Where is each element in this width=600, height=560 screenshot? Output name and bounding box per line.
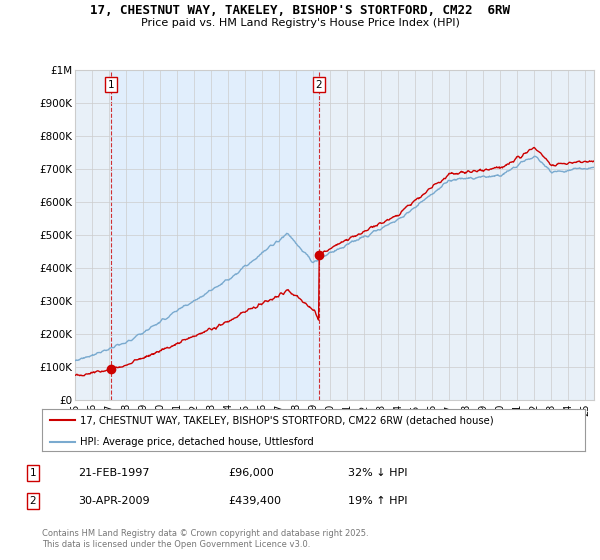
Text: 17, CHESTNUT WAY, TAKELEY, BISHOP'S STORTFORD, CM22 6RW (detached house): 17, CHESTNUT WAY, TAKELEY, BISHOP'S STOR… <box>80 415 494 425</box>
Text: 2: 2 <box>316 80 322 90</box>
Text: 1: 1 <box>29 468 37 478</box>
Text: 2: 2 <box>29 496 37 506</box>
Text: HPI: Average price, detached house, Uttlesford: HPI: Average price, detached house, Uttl… <box>80 437 314 446</box>
Text: Contains HM Land Registry data © Crown copyright and database right 2025.
This d: Contains HM Land Registry data © Crown c… <box>42 529 368 549</box>
Text: 32% ↓ HPI: 32% ↓ HPI <box>348 468 407 478</box>
Text: 21-FEB-1997: 21-FEB-1997 <box>78 468 149 478</box>
Text: Price paid vs. HM Land Registry's House Price Index (HPI): Price paid vs. HM Land Registry's House … <box>140 18 460 29</box>
Bar <box>111 70 319 400</box>
Text: 19% ↑ HPI: 19% ↑ HPI <box>348 496 407 506</box>
Text: 30-APR-2009: 30-APR-2009 <box>78 496 149 506</box>
Text: 17, CHESTNUT WAY, TAKELEY, BISHOP'S STORTFORD, CM22  6RW: 17, CHESTNUT WAY, TAKELEY, BISHOP'S STOR… <box>90 4 510 17</box>
Text: £96,000: £96,000 <box>228 468 274 478</box>
Text: £439,400: £439,400 <box>228 496 281 506</box>
Text: 1: 1 <box>108 80 115 90</box>
